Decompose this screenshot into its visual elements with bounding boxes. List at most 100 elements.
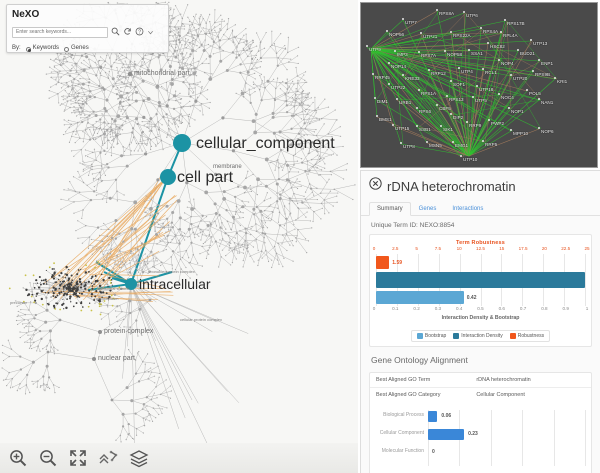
gene-node-dot[interactable] xyxy=(488,119,490,121)
gene-node-dot[interactable] xyxy=(460,155,462,157)
gene-interaction-network[interactable]: UTP7 RPS8A UTP6 RPS17B NOP56 UTP21 RPS22A RPS4A… xyxy=(360,2,598,168)
gene-node-dot[interactable] xyxy=(400,142,402,144)
robustness-chart: Term Robustness 0 2.5 5 7.5 10 12.5 15 17.5 20 22… xyxy=(373,240,590,326)
gene-node-dot[interactable] xyxy=(376,115,378,117)
gene-node-dot[interactable] xyxy=(480,27,482,29)
axis-tick-bottom: 0.7 xyxy=(519,306,527,311)
gene-node-dot[interactable] xyxy=(487,42,489,44)
hub-node-cell-part[interactable] xyxy=(160,169,176,185)
gene-node-dot[interactable] xyxy=(416,125,418,127)
gene-node-dot[interactable] xyxy=(444,50,446,52)
gene-node-dot[interactable] xyxy=(446,95,448,97)
gene-node-dot[interactable] xyxy=(554,77,556,79)
hub-node-intracellular[interactable] xyxy=(125,278,137,290)
collapse-icon[interactable] xyxy=(98,448,118,468)
gene-node-dot[interactable] xyxy=(472,96,474,98)
fit-screen-icon[interactable] xyxy=(68,448,88,468)
help-icon[interactable]: ? xyxy=(135,23,144,41)
gene-node-dot[interactable] xyxy=(396,98,398,100)
refresh-icon[interactable] xyxy=(123,23,132,41)
go-alignment-heading: Gene Ontology Alignment xyxy=(371,355,468,365)
gene-node-dot[interactable] xyxy=(452,141,454,143)
search-input[interactable] xyxy=(12,26,108,38)
gene-node-dot[interactable] xyxy=(500,31,502,33)
bar-interaction-density[interactable] xyxy=(376,272,585,288)
tab-interactions[interactable]: Interactions xyxy=(452,206,484,212)
gene-node-dot[interactable] xyxy=(450,113,452,115)
go-plot-area: 0.06 0.23 0 xyxy=(428,410,586,466)
gene-node-dot[interactable] xyxy=(428,69,430,71)
gene-node-dot[interactable] xyxy=(436,104,438,106)
hierarchy-viewer[interactable]: cellular_component cell part intracellul… xyxy=(0,0,358,473)
gene-node-dot[interactable] xyxy=(366,45,368,47)
gene-node-dot[interactable] xyxy=(526,89,528,91)
radio-genes-label: Genes xyxy=(71,45,89,51)
hub-node-cellular-component[interactable] xyxy=(173,134,191,152)
gene-node-dot[interactable] xyxy=(418,51,420,53)
legend-bootstrap[interactable]: Bootstrap xyxy=(416,333,447,339)
bar-bootstrap[interactable] xyxy=(376,291,464,304)
gene-node-dot[interactable] xyxy=(386,30,388,32)
table-row: Best Aligned GO Term rDNA heterochromati… xyxy=(370,373,591,388)
gene-node-dot[interactable] xyxy=(418,89,420,91)
hierarchy-tree-graph[interactable] xyxy=(0,0,358,473)
gene-node-dot[interactable] xyxy=(498,93,500,95)
search-panel[interactable]: NeXO ? By: Keywords xyxy=(6,4,169,53)
close-circle-icon[interactable] xyxy=(369,177,382,195)
axis-tick-bottom: 0.4 xyxy=(455,306,463,311)
tab-genes[interactable]: Genes xyxy=(418,206,437,212)
gene-node-dot[interactable] xyxy=(466,121,468,123)
axis-tick-top: 22.5 xyxy=(561,246,571,251)
gene-node-dot[interactable] xyxy=(517,49,519,51)
gene-node-dot[interactable] xyxy=(450,80,452,82)
chevron-down-icon[interactable] xyxy=(147,23,154,41)
gene-node-dot[interactable] xyxy=(508,107,510,109)
axis-tick-bottom: 0.9 xyxy=(562,306,569,311)
term-detail-panel[interactable]: rDNA heterochromatin Summary Genes Inter… xyxy=(360,170,600,473)
radio-keywords[interactable] xyxy=(25,46,31,52)
gene-node-dot[interactable] xyxy=(463,11,465,13)
legend-label-bootstrap: Bootstrap xyxy=(424,333,447,339)
gene-node-dot[interactable] xyxy=(392,124,394,126)
go-bar[interactable] xyxy=(428,411,438,422)
gene-node-dot[interactable] xyxy=(538,98,540,100)
gene-node-dot[interactable] xyxy=(530,39,532,41)
gene-node-dot[interactable] xyxy=(450,31,452,33)
search-icon[interactable] xyxy=(111,23,120,41)
gene-node-dot[interactable] xyxy=(538,59,540,61)
gene-node-dot[interactable] xyxy=(420,32,422,34)
zoom-out-icon[interactable] xyxy=(38,448,58,468)
legend-robustness[interactable]: Robustness xyxy=(509,333,544,339)
zoom-in-icon[interactable] xyxy=(8,448,28,468)
gene-node-dot[interactable] xyxy=(388,83,390,85)
gene-node-dot[interactable] xyxy=(394,50,396,52)
gene-node-dot[interactable] xyxy=(416,107,418,109)
bar-robustness[interactable] xyxy=(376,256,390,269)
gene-node-dot[interactable] xyxy=(426,141,428,143)
layers-icon[interactable] xyxy=(128,448,149,468)
gene-node-dot[interactable] xyxy=(372,73,374,75)
gene-node-dot[interactable] xyxy=(402,74,404,76)
gene-node-dot[interactable] xyxy=(476,85,478,87)
gene-node-dot[interactable] xyxy=(402,18,404,20)
chart-top-title: Term Robustness xyxy=(455,240,506,246)
gene-node-dot[interactable] xyxy=(436,9,438,11)
gene-node-dot[interactable] xyxy=(532,70,534,72)
gene-node-dot[interactable] xyxy=(510,129,512,131)
gene-node-dot[interactable] xyxy=(498,59,500,61)
legend-interaction-density[interactable]: Interaction Density xyxy=(453,333,503,339)
gene-node-dot[interactable] xyxy=(458,67,460,69)
gene-node-dot[interactable] xyxy=(510,74,512,76)
go-bar[interactable] xyxy=(428,429,465,440)
gene-node-dot[interactable] xyxy=(538,127,540,129)
tab-summary[interactable]: Summary xyxy=(369,202,411,216)
gene-node-dot[interactable] xyxy=(482,140,484,142)
gene-node-dot[interactable] xyxy=(482,68,484,70)
radio-genes[interactable] xyxy=(64,46,70,52)
gene-node-dot[interactable] xyxy=(468,49,470,51)
gene-node-dot[interactable] xyxy=(374,97,376,99)
gene-node-dot[interactable] xyxy=(440,125,442,127)
gene-node-dot[interactable] xyxy=(504,19,506,21)
gene-node-dot[interactable] xyxy=(388,62,390,64)
search-row: ? xyxy=(12,23,163,41)
